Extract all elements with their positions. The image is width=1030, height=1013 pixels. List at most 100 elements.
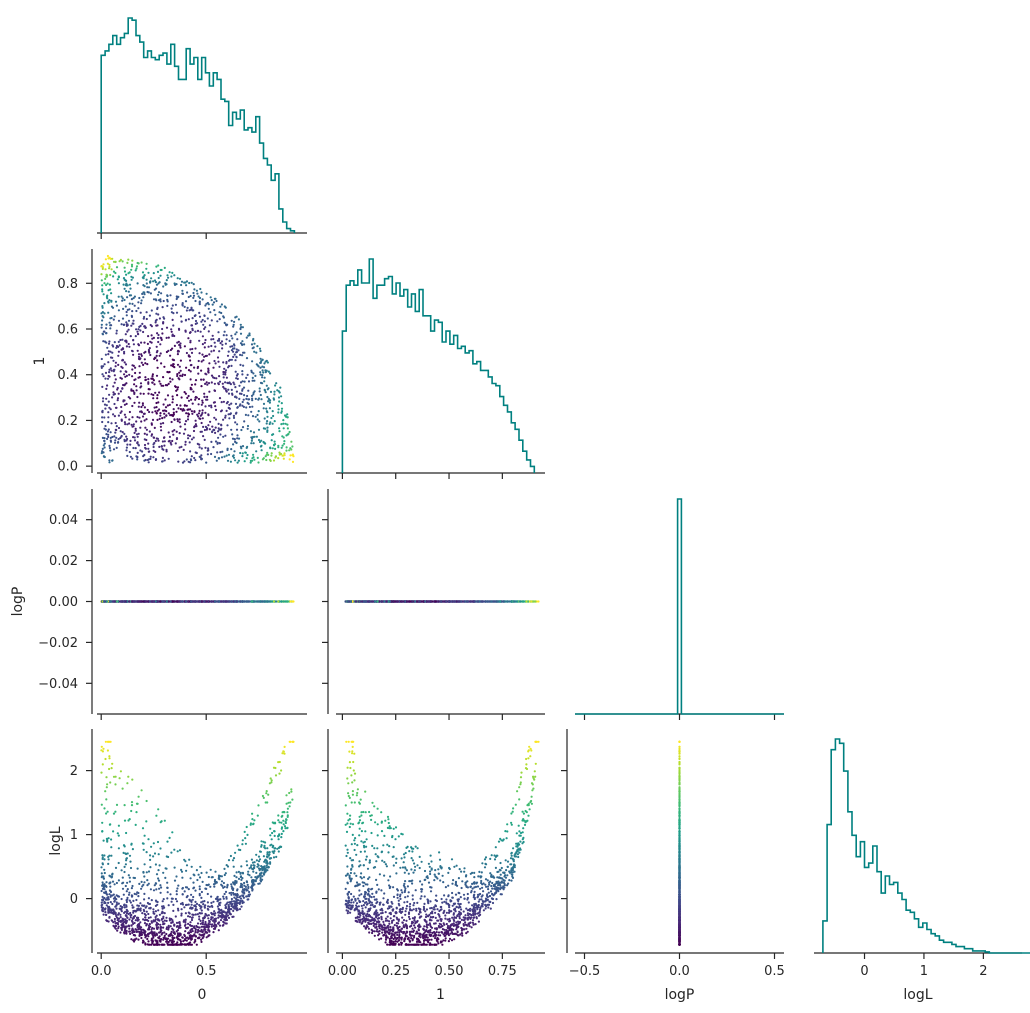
scatter-point bbox=[166, 404, 169, 407]
scatter-point bbox=[155, 374, 159, 377]
scatter-point bbox=[135, 385, 138, 388]
scatter-point bbox=[176, 296, 179, 299]
scatter-point bbox=[223, 305, 226, 308]
scatter-point bbox=[195, 425, 198, 428]
scatter-point bbox=[107, 400, 110, 403]
scatter-point bbox=[231, 437, 235, 440]
scatter-point bbox=[154, 321, 157, 324]
scatter-point bbox=[242, 351, 245, 354]
scatter-point bbox=[234, 459, 237, 462]
scatter-point bbox=[232, 325, 235, 328]
scatter-point bbox=[244, 600, 247, 603]
scatter-point bbox=[229, 460, 232, 463]
scatter-point bbox=[213, 376, 216, 380]
scatter-point bbox=[182, 448, 185, 451]
scatter-point bbox=[139, 600, 142, 603]
scatter-point bbox=[125, 341, 128, 344]
scatter-point bbox=[162, 322, 165, 325]
scatter-point bbox=[201, 335, 204, 338]
scatter-point bbox=[170, 413, 174, 417]
scatter-point bbox=[165, 326, 169, 329]
scatter-point bbox=[272, 459, 276, 462]
scatter-point bbox=[266, 600, 269, 603]
scatter-point bbox=[137, 328, 140, 331]
scatter-point bbox=[137, 405, 140, 408]
scatter-point bbox=[110, 268, 113, 271]
scatter-point bbox=[186, 291, 189, 294]
scatter-point bbox=[123, 373, 126, 376]
scatter-point bbox=[105, 397, 108, 400]
scatter-point bbox=[207, 449, 210, 452]
scatter-point bbox=[221, 450, 224, 453]
scatter-point bbox=[146, 600, 149, 603]
scatter-point bbox=[236, 406, 239, 409]
scatter-point bbox=[105, 600, 108, 603]
scatter-point bbox=[216, 320, 219, 323]
scatter-point bbox=[153, 288, 156, 291]
scatter-point bbox=[268, 407, 271, 410]
scatter-point bbox=[140, 411, 144, 414]
scatter-point bbox=[194, 347, 197, 350]
scatter-point bbox=[201, 409, 204, 412]
scatter-point bbox=[147, 392, 150, 395]
scatter-point bbox=[221, 382, 224, 385]
scatter-point bbox=[145, 317, 148, 321]
scatter-point bbox=[280, 423, 283, 426]
scatter-point bbox=[145, 262, 148, 265]
scatter-point bbox=[161, 600, 164, 603]
scatter-point bbox=[241, 455, 244, 458]
scatter-point bbox=[203, 320, 206, 323]
scatter-point bbox=[108, 340, 111, 343]
scatter-point bbox=[148, 347, 151, 350]
scatter-point bbox=[194, 398, 197, 401]
scatter-point bbox=[202, 323, 205, 326]
scatter-point bbox=[232, 381, 235, 384]
scatter-point bbox=[210, 338, 213, 341]
scatter-point bbox=[256, 418, 259, 421]
scatter-point bbox=[115, 304, 118, 307]
scatter-point bbox=[132, 353, 135, 356]
scatter-point bbox=[157, 340, 160, 344]
scatter-point bbox=[257, 461, 260, 464]
scatter-point bbox=[235, 355, 238, 358]
scatter-point bbox=[174, 303, 177, 306]
scatter-point bbox=[104, 407, 107, 410]
scatter-point bbox=[136, 451, 139, 454]
scatter-point bbox=[258, 390, 261, 393]
scatter-point bbox=[210, 350, 213, 353]
scatter-point bbox=[239, 332, 243, 335]
scatter-point bbox=[157, 333, 160, 337]
scatter-point bbox=[158, 417, 161, 420]
scatter-point bbox=[114, 421, 117, 425]
scatter-point bbox=[101, 373, 104, 376]
scatter-point bbox=[181, 292, 184, 295]
scatter-point bbox=[105, 323, 108, 326]
scatter-point bbox=[164, 406, 168, 409]
scatter-point bbox=[254, 415, 257, 418]
scatter-point bbox=[189, 370, 192, 373]
panel-0-vs-0 bbox=[97, 232, 307, 239]
scatter-point bbox=[132, 425, 135, 428]
scatter-point bbox=[136, 415, 139, 419]
scatter-point bbox=[203, 346, 206, 349]
scatter-point bbox=[160, 338, 163, 341]
scatter-point bbox=[176, 374, 179, 378]
scatter-point bbox=[126, 443, 129, 446]
scatter-point bbox=[155, 312, 158, 315]
scatter-point bbox=[230, 358, 233, 361]
scatter-point bbox=[108, 299, 111, 302]
scatter-point bbox=[219, 410, 223, 413]
scatter-point bbox=[179, 425, 182, 428]
scatter-point bbox=[151, 375, 154, 378]
scatter-point bbox=[176, 449, 180, 453]
scatter-point bbox=[212, 301, 216, 304]
scatter-point bbox=[227, 359, 231, 362]
scatter-point bbox=[122, 283, 125, 286]
scatter-point bbox=[110, 292, 113, 295]
scatter-point bbox=[215, 459, 218, 462]
panel-logP-vs-1 bbox=[322, 489, 545, 720]
scatter-point bbox=[281, 435, 284, 438]
scatter-point bbox=[203, 341, 206, 344]
scatter-point bbox=[165, 410, 168, 413]
scatter-point bbox=[223, 321, 226, 324]
